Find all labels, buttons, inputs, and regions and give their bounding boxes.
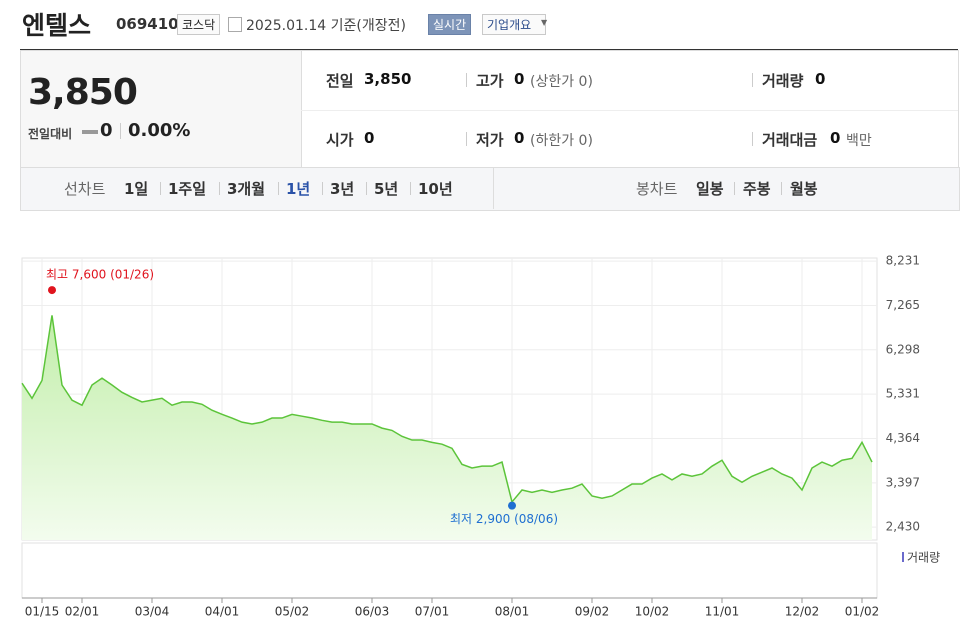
company-info-button[interactable]: 기업개요 <box>482 14 547 35</box>
item-value: 0 <box>815 70 826 88</box>
period-tab[interactable]: 3개월 <box>227 180 266 198</box>
area <box>22 315 872 540</box>
change-sep <box>120 123 121 139</box>
summary-divider <box>301 110 958 111</box>
header-rule <box>20 49 958 50</box>
item-separator <box>752 132 753 146</box>
x-tick-label: 01/15 <box>25 605 60 619</box>
item-value: 3,850 <box>364 70 412 88</box>
candle-tab[interactable]: 월봉 <box>790 180 818 198</box>
stock-code: 069410 <box>116 15 179 33</box>
period-tab[interactable]: 1일 <box>124 180 149 198</box>
volume-legend: 거래량 <box>907 551 940 565</box>
period-tab[interactable]: 1주일 <box>168 180 207 198</box>
candle-tab[interactable]: 주봉 <box>743 180 771 198</box>
candle-tab[interactable]: 일봉 <box>696 180 724 198</box>
y-tick-label: 2,430 <box>886 520 920 534</box>
x-tick-label: 12/02 <box>785 605 820 619</box>
volume-frame <box>21 542 878 599</box>
current-price: 3,850 <box>28 72 138 113</box>
plot-frame <box>21 257 878 541</box>
period-tab[interactable]: 10년 <box>418 180 453 198</box>
item-label: 고가 <box>476 72 504 90</box>
x-tick-label: 02/01 <box>65 605 100 619</box>
tab-separator <box>734 182 735 195</box>
flat-icon <box>82 130 98 134</box>
x-tick-label: 07/01 <box>415 605 450 619</box>
realtime-button[interactable]: 실시간 <box>428 14 472 35</box>
item-value: 0 <box>514 129 525 147</box>
low-marker <box>508 501 516 510</box>
item-separator <box>752 73 753 87</box>
tab-bar <box>20 167 960 211</box>
item-value: 0 <box>830 129 841 147</box>
period-tab[interactable]: 3년 <box>330 180 355 198</box>
item-note: 백만 <box>846 133 872 149</box>
item-value: 0 <box>364 129 375 147</box>
y-tick-label: 4,364 <box>886 431 920 445</box>
tab-group-label: 봉차트 <box>636 180 678 198</box>
item-note: (하한가 0) <box>530 133 593 149</box>
high-label: 최고 7,600 (01/26) <box>46 268 154 282</box>
tab-group-label: 선차트 <box>64 180 106 198</box>
change-label: 전일대비 <box>28 127 73 141</box>
tab-separator <box>160 182 161 195</box>
tab-separator <box>219 182 220 195</box>
calendar-icon <box>228 17 242 32</box>
tab-separator <box>278 182 279 195</box>
item-separator <box>466 132 467 146</box>
item-label: 거래대금 <box>762 131 818 149</box>
y-tick-label: 7,265 <box>886 298 920 312</box>
item-value: 0 <box>514 70 525 88</box>
x-tick-label: 10/02 <box>635 605 670 619</box>
tab-divider <box>493 168 494 209</box>
y-tick-label: 5,331 <box>886 387 920 401</box>
price-line <box>21 315 873 504</box>
y-tick-label: 6,298 <box>886 342 920 356</box>
x-tick-label: 03/04 <box>135 605 170 619</box>
market-badge: 코스닥 <box>177 14 221 35</box>
item-separator <box>466 73 467 87</box>
low-label: 최저 2,900 (08/06) <box>450 512 558 526</box>
period-tab[interactable]: 5년 <box>374 180 399 198</box>
change-value: 0 <box>100 120 113 141</box>
x-tick-label: 06/03 <box>355 605 390 619</box>
dropdown-arrow: ▼ <box>541 18 548 27</box>
stock-name: 엔텔스 <box>22 11 92 40</box>
item-label: 전일 <box>326 72 354 90</box>
tab-separator <box>781 182 782 195</box>
y-tick-label: 3,397 <box>886 475 920 489</box>
x-tick-label: 04/01 <box>205 605 240 619</box>
item-label: 저가 <box>476 131 504 149</box>
x-tick-label: 09/02 <box>575 605 610 619</box>
tab-separator <box>410 182 411 195</box>
item-label: 거래량 <box>762 72 804 90</box>
tab-separator <box>366 182 367 195</box>
change-pct: 0.00% <box>128 120 191 141</box>
x-tick-label: 01/02 <box>845 605 880 619</box>
x-tick-label: 11/01 <box>705 605 740 619</box>
x-tick-label: 08/01 <box>495 605 530 619</box>
base-date: 2025.01.14 기준(개장전) <box>246 18 406 34</box>
tab-separator <box>322 182 323 195</box>
x-tick-label: 05/02 <box>275 605 310 619</box>
volume-legend-swatch <box>902 552 904 562</box>
period-tab[interactable]: 1년 <box>286 180 311 198</box>
item-label: 시가 <box>326 131 354 149</box>
high-marker <box>48 286 56 295</box>
y-tick-label: 8,231 <box>886 254 920 268</box>
item-note: (상한가 0) <box>530 74 593 90</box>
